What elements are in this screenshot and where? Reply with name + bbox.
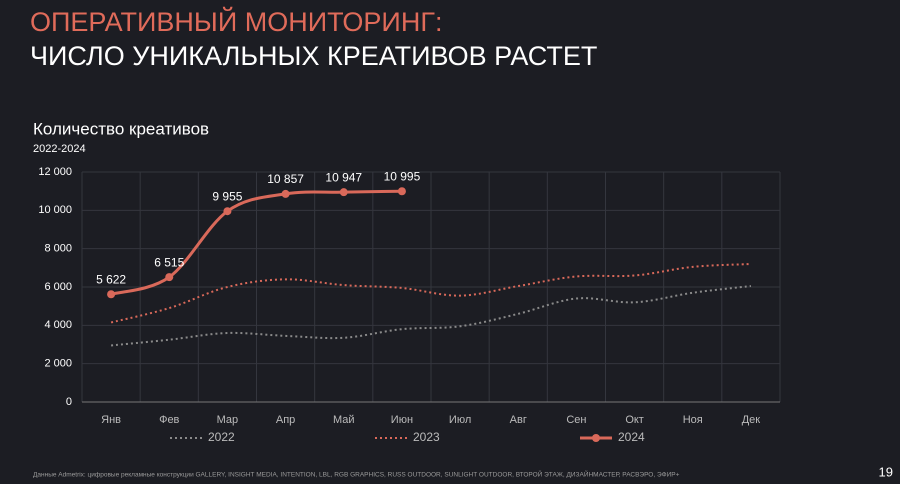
- chart-title: Количество креативов: [33, 119, 209, 138]
- chart-subtitle: 2022-2024: [33, 143, 86, 155]
- data-point: [165, 273, 174, 282]
- y-tick-label: 12 000: [38, 166, 72, 178]
- data-label: 10 857: [267, 172, 304, 186]
- x-tick-label: Ноя: [683, 414, 703, 426]
- y-tick-label: 0: [66, 396, 72, 408]
- data-label: 10 947: [325, 170, 362, 184]
- y-tick-label: 8 000: [44, 243, 72, 255]
- data-point: [397, 187, 406, 196]
- data-point: [107, 290, 116, 299]
- y-tick-label: 6 000: [44, 281, 72, 293]
- legend-marker: [592, 434, 600, 442]
- data-point: [281, 189, 290, 198]
- x-tick-label: Сен: [566, 414, 586, 426]
- x-tick-label: Мар: [217, 414, 239, 426]
- x-tick-label: Май: [333, 414, 355, 426]
- data-label: 6 515: [154, 255, 184, 269]
- x-tick-label: Дек: [742, 414, 761, 426]
- x-tick-label: Фев: [159, 414, 179, 426]
- slide-title: ОПЕРАТИВНЫЙ МОНИТОРИНГ:: [30, 6, 442, 37]
- series-line: [110, 285, 752, 347]
- x-tick-label: Апр: [276, 414, 295, 426]
- x-tick-label: Июн: [391, 414, 413, 426]
- legend-label: 2022: [208, 430, 235, 444]
- x-tick-label: Июл: [449, 414, 471, 426]
- data-point: [339, 188, 348, 197]
- legend-label: 2023: [413, 430, 440, 444]
- data-label: 10 995: [384, 169, 421, 183]
- slide-subtitle: ЧИСЛО УНИКАЛЬНЫХ КРЕАТИВОВ РАСТЕТ: [30, 41, 597, 71]
- series-line: [110, 263, 751, 324]
- data-point: [223, 207, 232, 216]
- y-tick-label: 4 000: [44, 319, 72, 331]
- x-tick-label: Янв: [101, 414, 121, 426]
- data-label: 9 955: [212, 189, 242, 203]
- page-number: 19: [879, 464, 893, 479]
- legend-label: 2024: [618, 430, 645, 444]
- source-note: Данные Admetrix: цифровые рекламные конс…: [33, 470, 680, 479]
- data-label: 5 622: [96, 272, 126, 286]
- x-tick-label: Авг: [510, 414, 527, 426]
- x-tick-label: Окт: [625, 414, 644, 426]
- y-tick-label: 2 000: [44, 358, 72, 370]
- y-tick-label: 10 000: [38, 204, 72, 216]
